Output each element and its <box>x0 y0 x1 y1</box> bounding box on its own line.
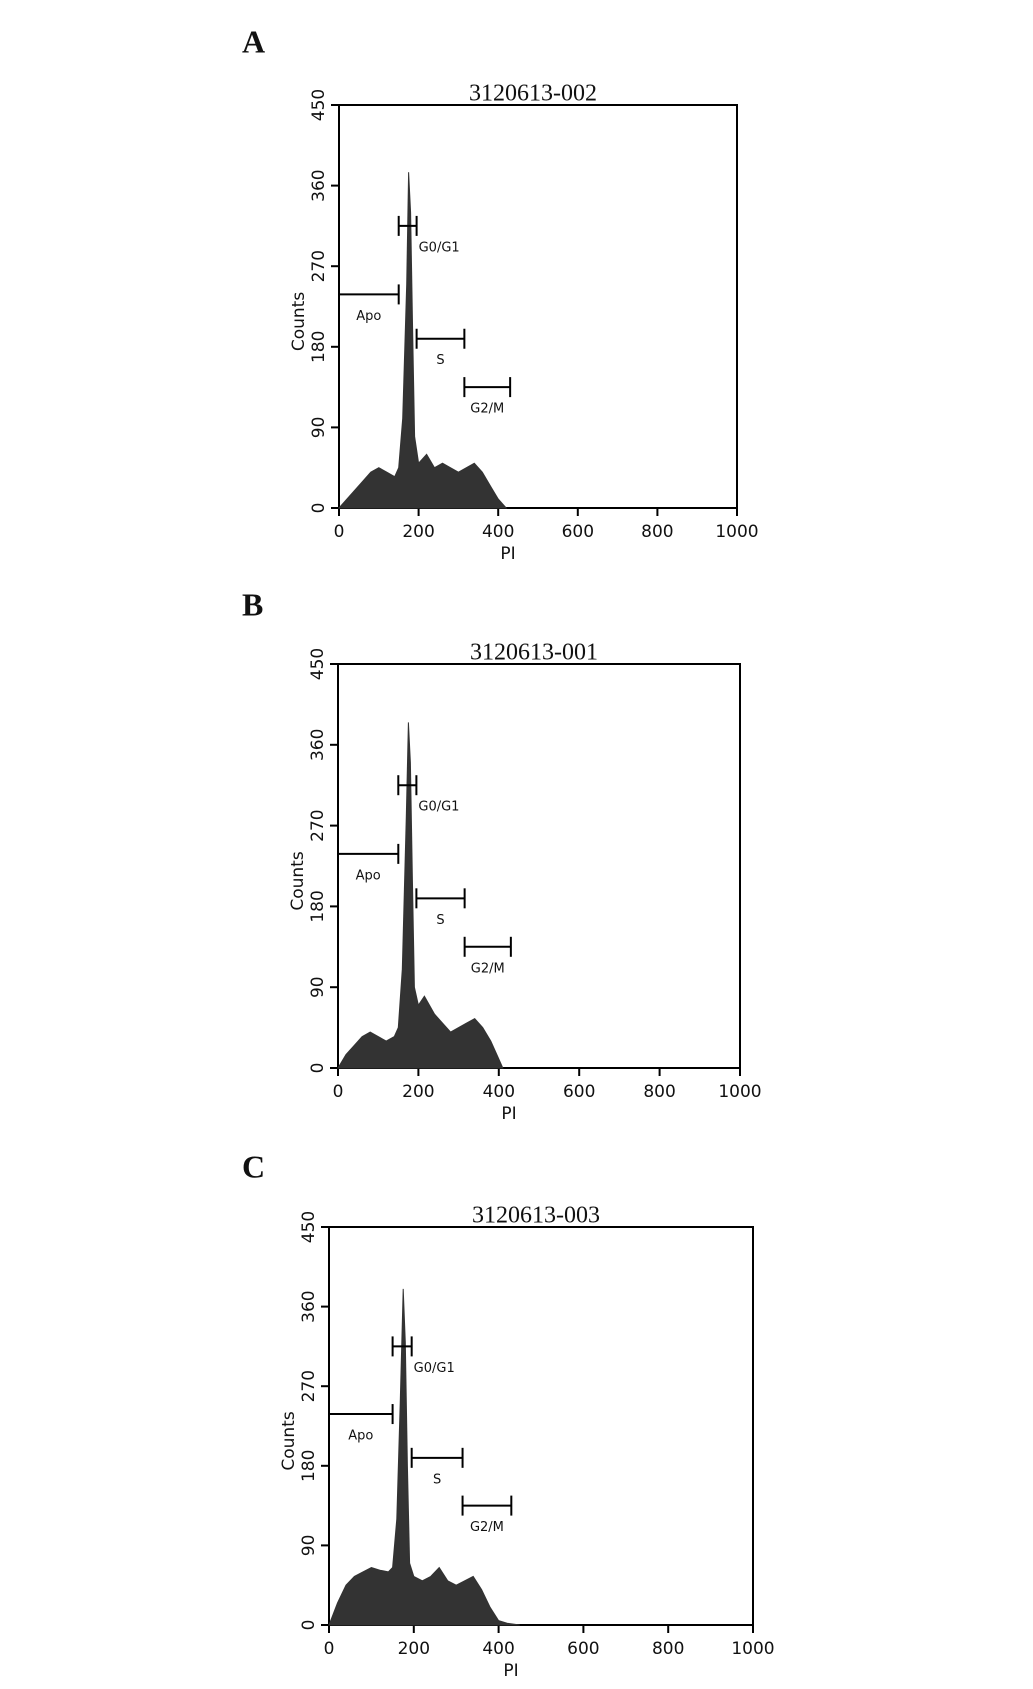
panel-label: B <box>242 586 263 622</box>
gate: Apo <box>328 1404 394 1444</box>
gate: S <box>415 328 466 368</box>
gate: G2/M <box>461 1495 513 1535</box>
y-tick-label: 270 <box>308 809 328 841</box>
y-tick-label: 180 <box>299 1450 319 1482</box>
chart-title: 3120613-003 <box>472 1203 600 1229</box>
histogram-area <box>337 722 504 1069</box>
histogram-area <box>328 1288 520 1626</box>
y-tick-label: 90 <box>308 976 328 998</box>
y-axis-label: Counts <box>279 1411 299 1470</box>
y-tick-label: 360 <box>309 169 329 201</box>
gate-label: Apo <box>356 868 381 883</box>
x-tick-label: 0 <box>333 1082 344 1102</box>
plot-frame <box>328 1226 754 1626</box>
y-tick-label: 180 <box>308 890 328 922</box>
gate: G0/G1 <box>391 1336 455 1376</box>
x-tick-label: 0 <box>324 1639 335 1659</box>
x-tick-label: 200 <box>402 1082 434 1102</box>
histogram-panel: A 3120613-002 0 90 180 270 360 450 0 200 400 600 800… <box>242 23 759 564</box>
gate-label: G2/M <box>470 402 504 417</box>
gate: S <box>415 888 466 928</box>
gate-label: Apo <box>348 1429 373 1444</box>
y-tick-label: 450 <box>308 648 328 680</box>
gate: G2/M <box>463 936 512 976</box>
gate-label: G2/M <box>470 1520 504 1535</box>
x-tick-label: 400 <box>482 522 514 542</box>
gate: S <box>410 1447 464 1487</box>
panel-label: C <box>242 1148 265 1184</box>
y-tick-label: 180 <box>309 331 329 363</box>
x-tick-label: 1000 <box>731 1639 774 1659</box>
y-axis-label: Counts <box>289 292 309 351</box>
x-axis-label: PI <box>501 1104 516 1124</box>
plot-frame <box>338 104 738 509</box>
y-tick-label: 270 <box>309 250 329 282</box>
y-axis-label: Counts <box>288 851 308 910</box>
x-tick-label: 400 <box>482 1639 514 1659</box>
gate-label: S <box>433 1472 441 1487</box>
histogram-area <box>337 172 508 509</box>
gate-label: S <box>436 913 444 928</box>
x-tick-label: 200 <box>402 522 434 542</box>
chart-title: 3120613-001 <box>470 640 598 666</box>
gate-label: G0/G1 <box>419 240 460 255</box>
y-tick-label: 450 <box>309 89 329 121</box>
y-tick-label: 450 <box>299 1211 319 1243</box>
x-tick-label: 800 <box>652 1639 684 1659</box>
histogram-panel: B 3120613-001 0 90 180 270 360 450 0 200 400 600 800… <box>242 586 762 1124</box>
x-tick-label: 800 <box>641 522 673 542</box>
y-tick-label: 90 <box>299 1535 319 1557</box>
chart-title: 3120613-002 <box>469 81 597 107</box>
y-tick-label: 360 <box>308 729 328 761</box>
x-tick-label: 1000 <box>715 522 758 542</box>
x-tick-label: 0 <box>334 522 345 542</box>
y-tick-label: 90 <box>309 417 329 439</box>
gate: G2/M <box>463 377 512 417</box>
x-tick-label: 800 <box>643 1082 675 1102</box>
plot-frame <box>337 663 741 1069</box>
gate: G0/G1 <box>397 775 459 815</box>
gate: Apo <box>338 284 400 324</box>
y-tick-label: 0 <box>308 1063 328 1074</box>
x-tick-label: 200 <box>398 1639 430 1659</box>
x-tick-label: 600 <box>562 522 594 542</box>
y-tick-label: 270 <box>299 1370 319 1402</box>
x-tick-label: 600 <box>563 1082 595 1102</box>
gate: G0/G1 <box>397 215 460 255</box>
x-tick-label: 400 <box>483 1082 515 1102</box>
y-tick-label: 0 <box>299 1620 319 1631</box>
y-tick-label: 0 <box>309 503 329 514</box>
x-axis-label: PI <box>500 544 515 564</box>
gate-label: S <box>436 353 444 368</box>
x-tick-label: 1000 <box>718 1082 761 1102</box>
gate: Apo <box>337 843 400 883</box>
panel-label: A <box>242 23 265 59</box>
gate-label: G0/G1 <box>414 1361 455 1376</box>
x-tick-label: 600 <box>567 1639 599 1659</box>
y-tick-label: 360 <box>299 1290 319 1322</box>
gate-label: G0/G1 <box>418 800 459 815</box>
x-axis-label: PI <box>503 1661 518 1681</box>
histogram-panel: C 3120613-003 0 90 180 270 360 450 0 200 400 600 800… <box>242 1148 775 1681</box>
gate-label: Apo <box>356 309 381 324</box>
gate-label: G2/M <box>471 961 505 976</box>
